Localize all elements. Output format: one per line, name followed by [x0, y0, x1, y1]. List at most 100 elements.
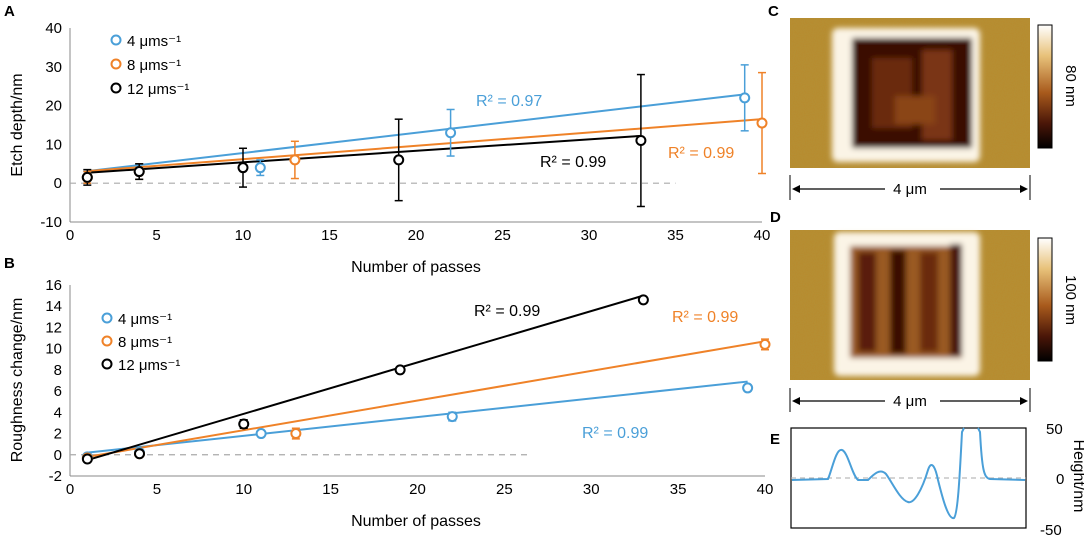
y-tick-label: 14 — [45, 298, 62, 315]
y-tick-label: 2 — [54, 426, 62, 443]
afm-image-d: 100 nm 4 μm — [789, 230, 1079, 412]
x-tick-label: 20 — [409, 481, 426, 498]
profile-tick-0: 0 — [1056, 471, 1064, 488]
x-tick-label: 40 — [757, 481, 774, 498]
r2-label-12: R² = 0.99 — [474, 303, 540, 320]
data-point — [394, 364, 406, 376]
y-tick-label: -2 — [49, 468, 62, 485]
y-tick-label: -10 — [40, 214, 62, 231]
legend-marker-4 — [101, 312, 113, 324]
error-bars — [83, 64, 766, 208]
legend-label-8: 8 μms⁻¹ — [127, 57, 181, 74]
x-tick-label: 15 — [322, 481, 339, 498]
y-tick-label: 30 — [45, 59, 62, 76]
x-tick-label: 15 — [321, 227, 338, 244]
y-tick-label: 40 — [45, 20, 62, 37]
y-axis-label: Roughness change/nm — [9, 298, 26, 463]
y-tick-label: 6 — [54, 383, 62, 400]
x-tick-label: 25 — [496, 481, 513, 498]
legend-marker-4 — [110, 34, 122, 46]
fit-line — [87, 118, 763, 173]
r2-label-8: R² = 0.99 — [672, 309, 738, 326]
r2-label-4: R² = 0.99 — [582, 425, 648, 442]
data-point — [446, 411, 458, 423]
data-point — [133, 166, 145, 178]
x-tick-label: 25 — [494, 227, 511, 244]
y-tick-label: 0 — [54, 447, 62, 464]
legend-label-12: 12 μms⁻¹ — [118, 357, 180, 374]
data-point — [237, 162, 249, 174]
r2-label-8: R² = 0.99 — [668, 145, 734, 162]
scale-label-c: 4 μm — [893, 181, 927, 198]
y-tick-label: 10 — [45, 341, 62, 358]
data-point — [255, 428, 267, 440]
legend: 4 μms⁻¹ 8 μms⁻¹ 12 μms⁻¹ — [101, 311, 180, 374]
panel-label-a: A — [4, 3, 15, 20]
fit-lines — [87, 294, 766, 462]
panel-label-d: D — [770, 209, 781, 226]
data-points — [81, 294, 771, 465]
error-bars — [83, 295, 769, 462]
data-point — [81, 453, 93, 465]
y-tick-label: 10 — [45, 136, 62, 153]
x-tick-label: 0 — [66, 227, 74, 244]
x-tick-label: 35 — [670, 481, 687, 498]
afm-etched-square — [834, 232, 980, 376]
x-tick-label: 20 — [408, 227, 425, 244]
legend-label-4: 4 μms⁻¹ — [127, 33, 181, 50]
data-points — [81, 92, 768, 183]
x-tick-label: 5 — [152, 227, 160, 244]
colorbar-d — [1037, 237, 1053, 362]
y-tick-label: 20 — [45, 98, 62, 115]
data-point — [739, 92, 751, 104]
fit-line — [87, 134, 641, 174]
fit-line — [87, 340, 766, 458]
x-tick-label: 10 — [235, 227, 252, 244]
colorbar-label-d: 100 nm — [1062, 275, 1079, 325]
y-tick-label: 4 — [54, 404, 62, 421]
panel-label-c: C — [768, 3, 779, 20]
y-axis-label: Etch depth/nm — [9, 73, 26, 176]
height-profile-e: 50 0 -50 Height/nm — [790, 421, 1084, 539]
data-point — [290, 428, 302, 440]
x-axis-label: Number of passes — [351, 259, 481, 276]
legend-label-4: 4 μms⁻¹ — [118, 311, 172, 328]
x-tick-label: 30 — [583, 481, 600, 498]
y-tick-label: 16 — [45, 277, 62, 294]
data-point — [637, 294, 649, 306]
colorbar-label-c: 80 nm — [1062, 65, 1079, 107]
data-point — [635, 135, 647, 147]
legend-label-12: 12 μms⁻¹ — [127, 81, 189, 98]
panel-label-b: B — [4, 255, 15, 272]
data-point — [742, 382, 754, 394]
data-point — [756, 117, 768, 129]
legend-marker-8 — [101, 335, 113, 347]
x-tick-label: 10 — [235, 481, 252, 498]
fit-line — [87, 380, 748, 454]
data-point — [238, 418, 250, 430]
x-tick-label: 5 — [153, 481, 161, 498]
y-tick-label: 12 — [45, 319, 62, 336]
data-point — [759, 338, 771, 350]
x-tick-label: 0 — [66, 481, 74, 498]
data-point — [445, 127, 457, 139]
data-point — [289, 154, 301, 166]
legend-marker-8 — [110, 58, 122, 70]
profile-trace — [791, 427, 1026, 519]
x-tick-label: 30 — [581, 227, 598, 244]
fit-lines — [87, 93, 763, 174]
data-point — [393, 154, 405, 166]
legend-marker-12 — [101, 358, 113, 370]
profile-tick-neg50: -50 — [1040, 522, 1062, 539]
colorbar-c — [1037, 24, 1053, 149]
y-tick-label: 0 — [54, 175, 62, 192]
legend-label-8: 8 μms⁻¹ — [118, 334, 172, 351]
fit-line — [87, 294, 644, 462]
r2-label-12: R² = 0.99 — [540, 154, 606, 171]
legend: 4 μms⁻¹ 8 μms⁻¹ 12 μms⁻¹ — [110, 33, 189, 98]
